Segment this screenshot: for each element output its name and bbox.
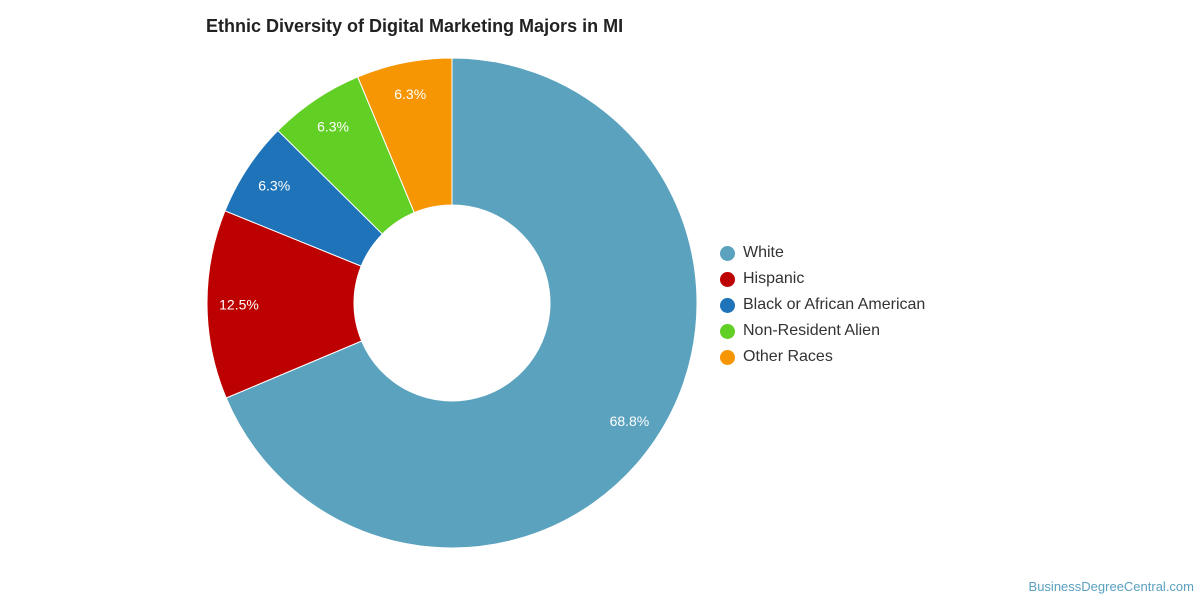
- slice-white[interactable]: [225, 57, 698, 549]
- legend-item-white[interactable]: White: [720, 240, 925, 266]
- legend-label: Hispanic: [743, 270, 805, 287]
- source-credit[interactable]: BusinessDegreeCentral.com: [1028, 579, 1194, 594]
- legend-item-black-or-african-american[interactable]: Black or African American: [720, 292, 925, 318]
- legend-swatch: [720, 245, 735, 261]
- legend-swatch: [720, 349, 735, 365]
- slice-label-other-races: 6.3%: [394, 86, 426, 102]
- legend-label: Non-Resident Alien: [743, 322, 880, 339]
- slice-label-white: 68.8%: [610, 413, 650, 429]
- legend-item-hispanic[interactable]: Hispanic: [720, 266, 925, 292]
- slice-other-races[interactable]: [357, 57, 453, 214]
- chart-legend: White Hispanic Black or African American No…: [720, 240, 925, 370]
- slice-hispanic[interactable]: [206, 210, 363, 399]
- chart-title: Ethnic Diversity of Digital Marketing Ma…: [206, 16, 624, 36]
- legend-item-other-races[interactable]: Other Races: [720, 344, 925, 370]
- legend-label: Black or African American: [743, 296, 926, 313]
- slice-label-non-resident-alien: 6.3%: [317, 118, 349, 134]
- legend-label: Other Races: [743, 348, 833, 365]
- legend-swatch: [720, 323, 735, 339]
- legend-swatch: [720, 271, 735, 287]
- legend-swatch: [720, 297, 735, 313]
- legend-item-non-resident-alien[interactable]: Non-Resident Alien: [720, 318, 925, 344]
- legend-label: White: [743, 244, 784, 261]
- slice-label-hispanic: 12.5%: [219, 296, 259, 312]
- slice-label-black-or-african-american: 6.3%: [258, 178, 290, 194]
